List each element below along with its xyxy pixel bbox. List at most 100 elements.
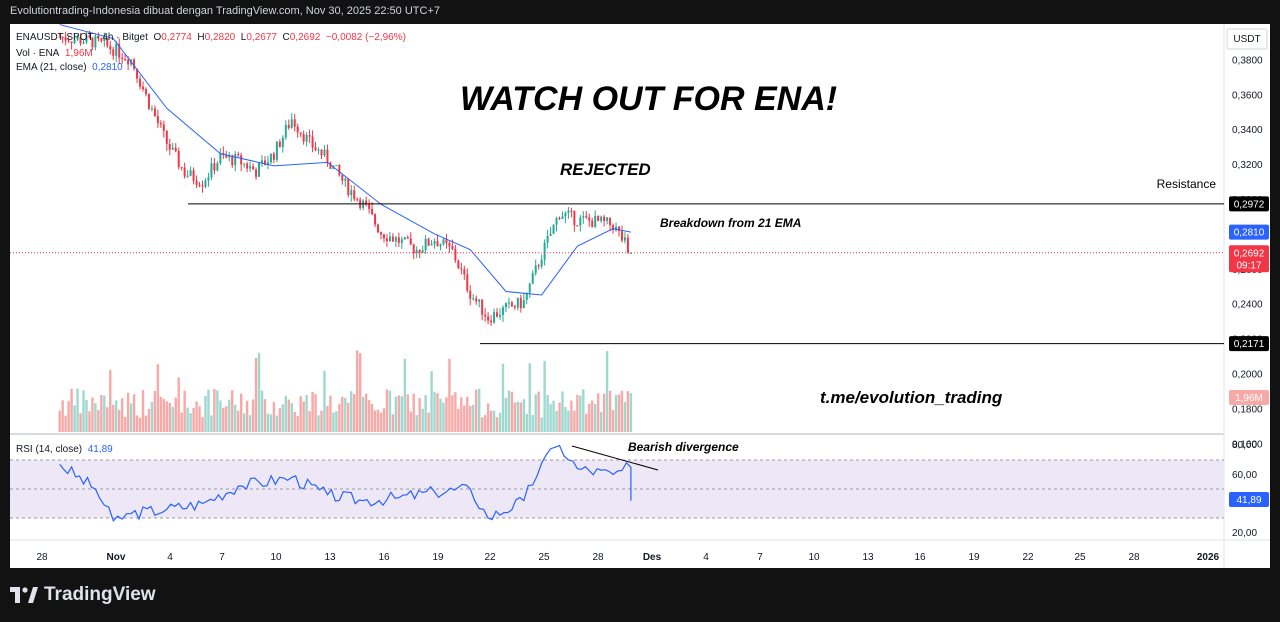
- volume-bar: [58, 410, 61, 432]
- volume-bar: [335, 411, 338, 432]
- candle-body: [496, 312, 499, 317]
- close-value: 0,2692: [289, 32, 321, 43]
- candle-body: [549, 233, 552, 237]
- candle-body: [475, 298, 478, 302]
- volume-bar: [418, 397, 421, 432]
- ema-legend[interactable]: EMA (21, close) 0,2810: [16, 62, 123, 73]
- volume-bar: [103, 395, 106, 432]
- candle-body: [439, 244, 442, 247]
- volume-bar: [546, 394, 549, 432]
- candle-layer: [58, 30, 632, 326]
- volume-bar: [373, 410, 377, 432]
- time-tick: 19: [432, 552, 444, 563]
- candle-body: [609, 217, 612, 226]
- volume-bar: [338, 403, 341, 432]
- volume-bar: [617, 394, 621, 432]
- rsi-legend[interactable]: RSI (14, close) 41,89: [16, 444, 113, 455]
- candle-body: [400, 239, 403, 243]
- volume-bar: [582, 389, 585, 432]
- volume-bar: [516, 401, 520, 432]
- chart-svg[interactable]: USDT 0,38000,36000,34000,32000,30000,280…: [10, 24, 1270, 568]
- volume-bar: [183, 390, 186, 432]
- symbol-legend[interactable]: ENAUSDT SPOT · 4h · Bitget O0,2774 H0,28…: [16, 32, 406, 43]
- volume-bar: [329, 395, 332, 432]
- support-price-text: 0,2171: [1234, 339, 1265, 350]
- volume-bar: [314, 394, 317, 432]
- candle-body: [421, 250, 424, 253]
- candle-body: [180, 167, 183, 169]
- volume-bar: [168, 402, 171, 432]
- volume-bar: [454, 392, 457, 432]
- volume-bar: [222, 407, 225, 432]
- volume-bar: [537, 391, 540, 432]
- volume-bar: [379, 412, 383, 432]
- candle-body: [409, 238, 412, 245]
- volume-bar: [486, 403, 490, 432]
- volume-bar: [162, 398, 166, 432]
- volume-bar: [126, 392, 130, 432]
- time-tick: 13: [324, 552, 336, 563]
- candle-body: [460, 268, 463, 270]
- candle-body: [620, 231, 623, 241]
- time-tick: 22: [484, 552, 496, 563]
- volume-bar: [599, 411, 603, 432]
- candle-body: [537, 265, 540, 267]
- candle-body: [183, 167, 186, 177]
- volume-bar: [596, 393, 600, 432]
- candle-body: [258, 162, 261, 177]
- candle-body: [368, 204, 371, 209]
- candle-body: [618, 226, 620, 232]
- candle-body: [391, 236, 394, 242]
- volume-bar: [195, 401, 198, 432]
- candle-body: [448, 243, 451, 247]
- candle-body: [466, 274, 469, 291]
- candle-body: [112, 49, 115, 56]
- volume-legend-value: 1,96M: [64, 48, 93, 59]
- candle-body: [127, 59, 130, 65]
- candle-body: [576, 225, 579, 227]
- volume-legend[interactable]: Vol · ENA 1,96M: [16, 48, 93, 59]
- volume-bar: [91, 397, 94, 432]
- candle-body: [67, 40, 70, 42]
- price-tick: 0,3600: [1232, 90, 1263, 101]
- volume-bar: [112, 404, 115, 432]
- candle-body: [472, 298, 475, 300]
- time-axis[interactable]: 28 Nov 4 7 10 13 16 19 22 25 28 Des 4 7 10 13 16 19 22 25 28…: [36, 552, 1219, 563]
- rsi-value-badge: [1229, 492, 1269, 507]
- volume-bar: [353, 394, 356, 432]
- candle-body: [100, 38, 103, 41]
- time-tick: 4: [703, 552, 709, 563]
- candle-body: [97, 35, 100, 39]
- volume-bar: [263, 399, 267, 432]
- symbol-name: ENAUSDT SPOT · 4h · Bitget: [16, 32, 148, 43]
- candle-body: [317, 149, 320, 151]
- high-value: 0,2820: [204, 32, 236, 43]
- currency-button[interactable]: [1226, 28, 1268, 50]
- volume-bar: [150, 401, 154, 432]
- chart-frame[interactable]: USDT 0,38000,36000,34000,32000,30000,280…: [10, 24, 1270, 568]
- volume-bar: [558, 402, 561, 432]
- volume-bar: [192, 408, 195, 432]
- volume-bar: [61, 400, 64, 432]
- time-tick: 7: [757, 552, 763, 563]
- candle-body: [269, 153, 272, 163]
- volume-bar: [210, 415, 213, 432]
- volume-bar: [97, 410, 100, 432]
- volume-bar: [620, 390, 624, 432]
- candle-body: [519, 297, 522, 309]
- tradingview-logo[interactable]: TradingView: [10, 584, 156, 606]
- candle-body: [507, 302, 510, 304]
- volume-bar: [504, 397, 508, 432]
- resistance-price-text: 0,2972: [1234, 199, 1265, 210]
- candle-body: [522, 299, 525, 309]
- candle-body: [555, 218, 558, 225]
- candle-body: [436, 241, 439, 247]
- volume-bar: [507, 390, 511, 432]
- bearish-divergence-trendline[interactable]: [571, 445, 659, 471]
- volume-bar: [118, 410, 121, 432]
- candle-body: [516, 297, 519, 308]
- time-tick: 28: [36, 552, 48, 563]
- volume-bar: [501, 363, 505, 432]
- volume-bar: [394, 396, 398, 432]
- time-tick: 25: [1074, 552, 1086, 563]
